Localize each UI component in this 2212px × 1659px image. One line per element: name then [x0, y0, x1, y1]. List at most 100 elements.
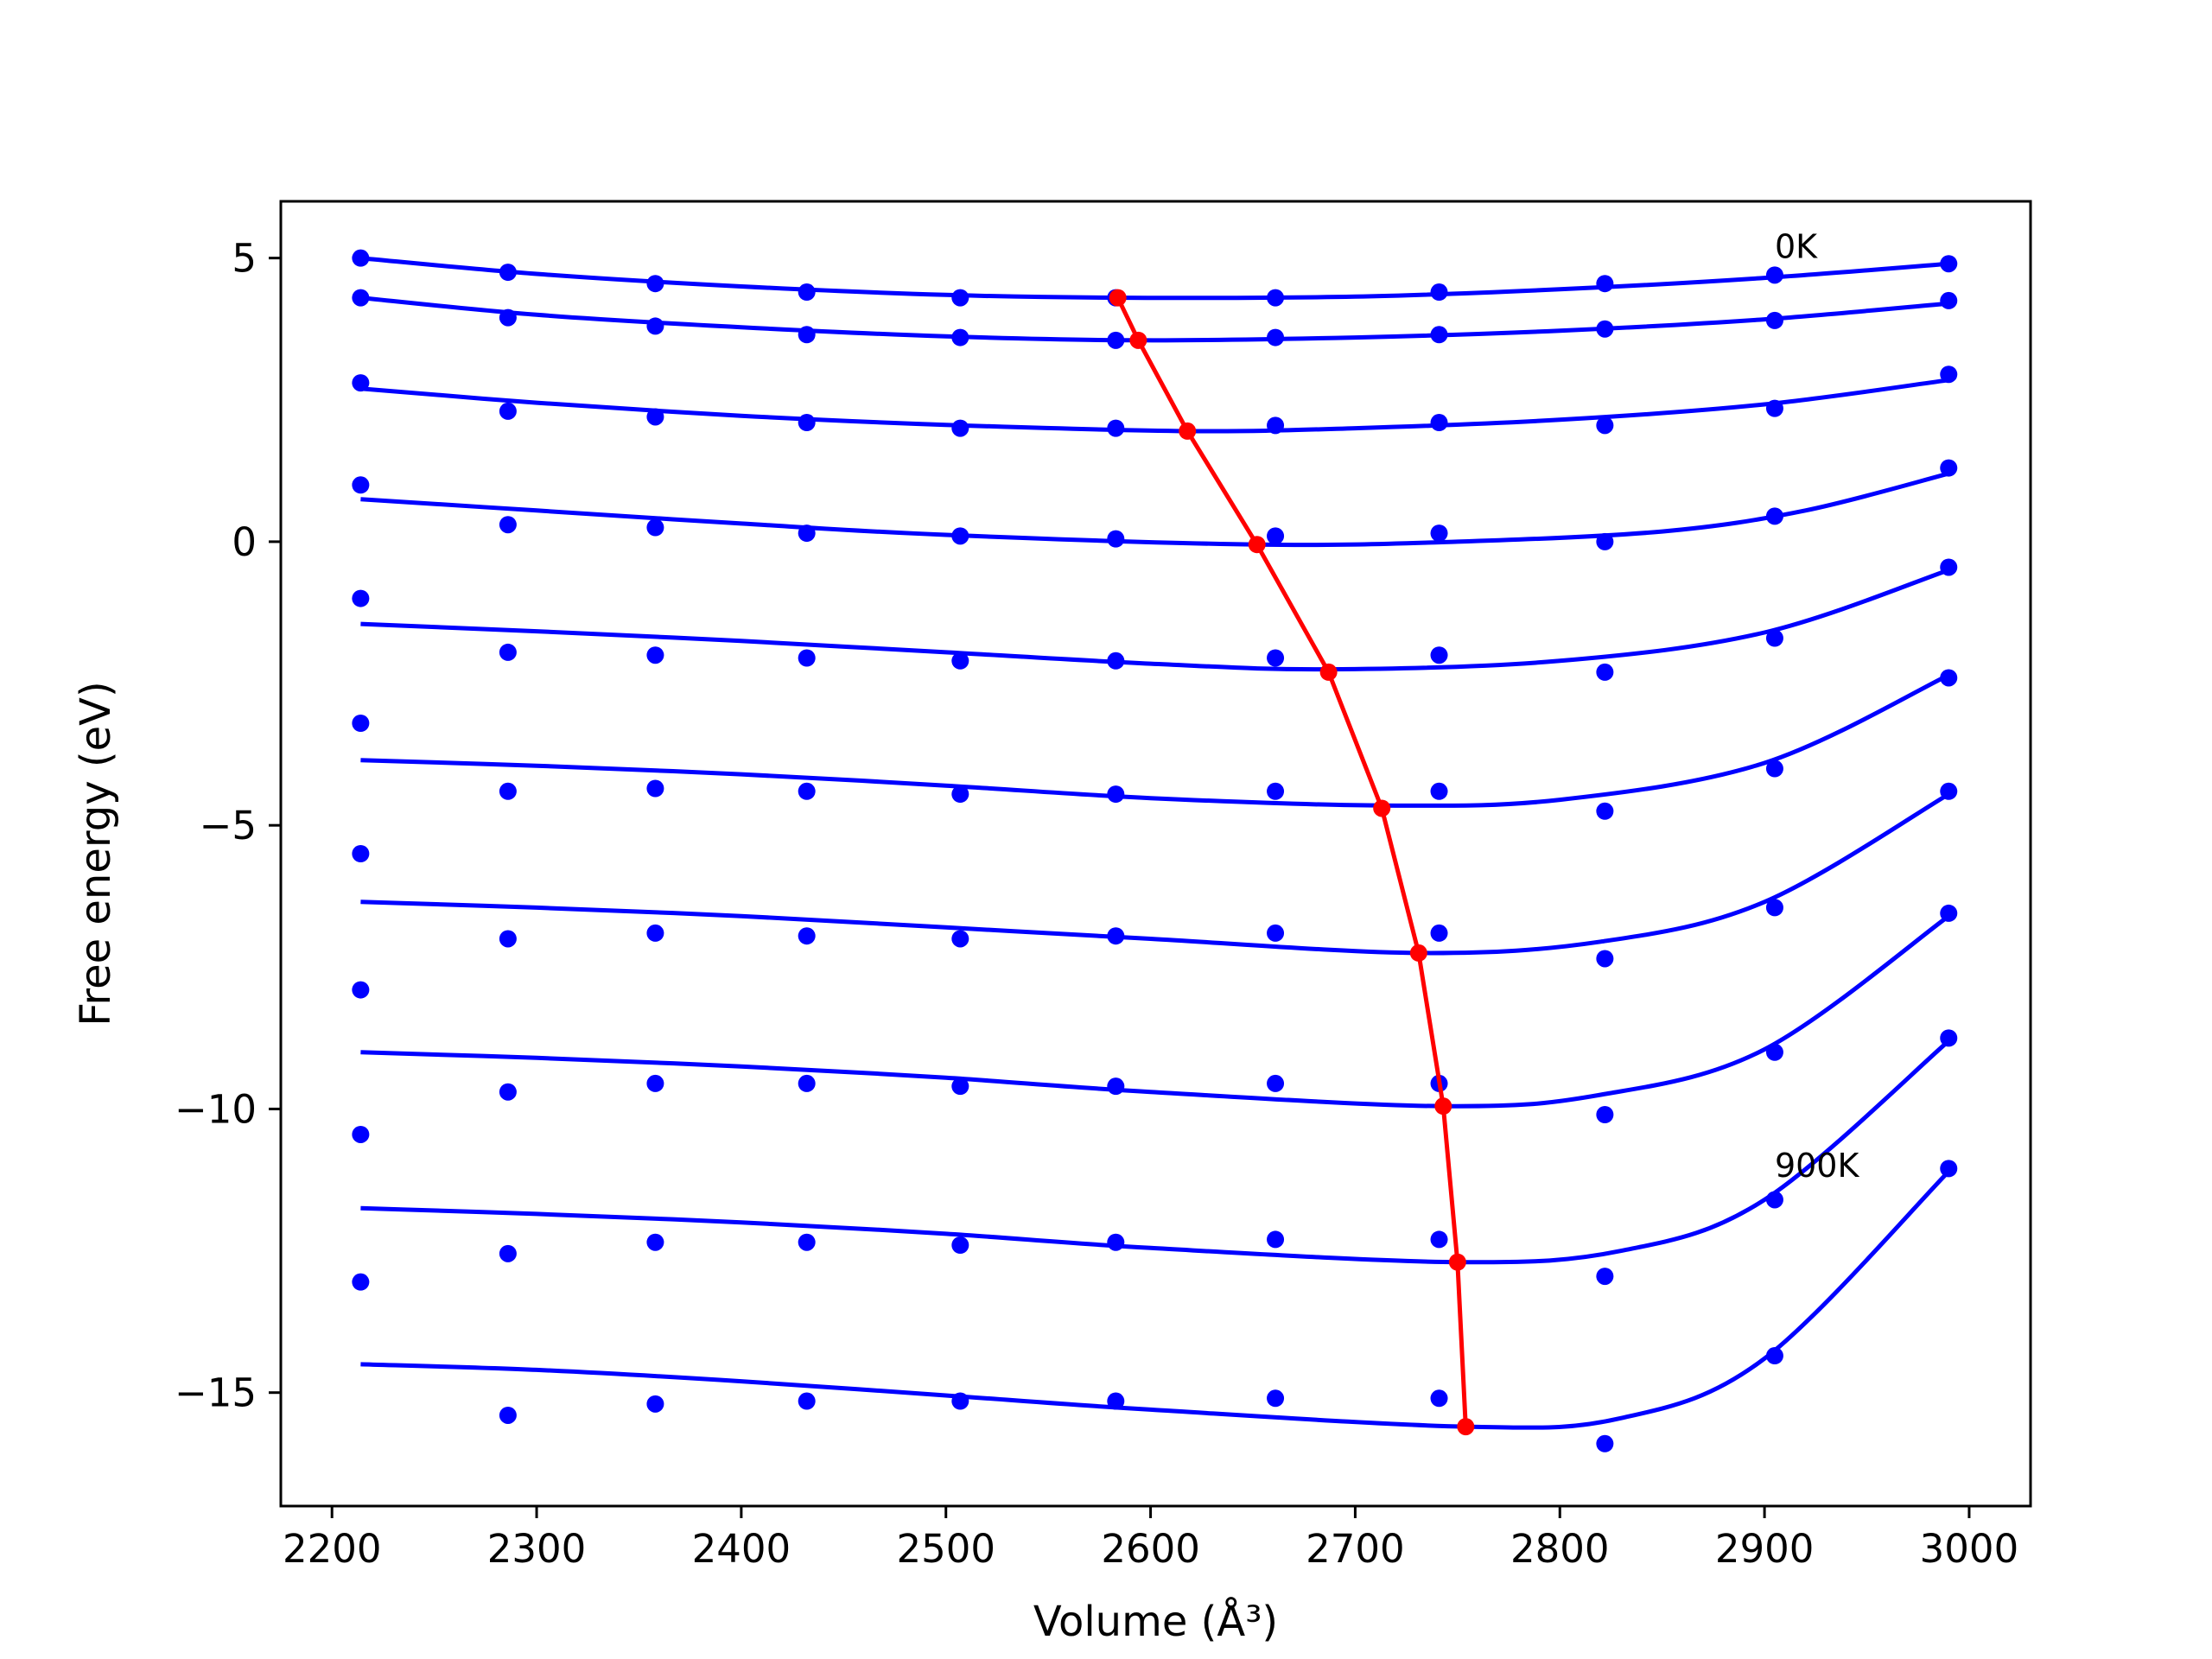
- data-point: [1107, 530, 1125, 548]
- data-point: [1596, 416, 1614, 435]
- data-point: [646, 924, 664, 942]
- data-point: [1430, 1389, 1448, 1408]
- data-point: [1430, 782, 1448, 800]
- data-point: [352, 715, 370, 732]
- data-point: [646, 779, 664, 798]
- fit-curve: [360, 471, 1949, 548]
- x-tick-label: 2200: [283, 1526, 382, 1572]
- annotations: 0K 900K: [1775, 228, 1860, 1185]
- data-point: [646, 646, 664, 664]
- y-tick-label: −10: [175, 1086, 257, 1132]
- data-point: [1107, 927, 1125, 945]
- x-tick-label: 2700: [1306, 1526, 1405, 1572]
- data-point: [1940, 669, 1958, 687]
- data-point: [1765, 629, 1783, 647]
- data-point: [1430, 524, 1448, 543]
- data-point: [499, 264, 517, 282]
- data-point: [1765, 1191, 1783, 1209]
- data-point: [1107, 652, 1125, 670]
- data-point: [1596, 663, 1614, 681]
- data-point: [1430, 414, 1448, 432]
- data-point: [798, 1392, 816, 1410]
- data-point: [1267, 1230, 1285, 1249]
- data-point: [646, 317, 664, 335]
- data-point: [1267, 1074, 1285, 1092]
- data-point: [646, 1395, 664, 1413]
- data-point: [1267, 924, 1285, 942]
- fit-curve: [360, 672, 1950, 808]
- minimum-point: [1179, 422, 1197, 440]
- x-axis: 2200 2300 2400 2500 2600 2700 2800 2900 3000: [283, 1506, 2018, 1572]
- y-axis-label: Free energy (eV): [72, 681, 120, 1026]
- x-tick-label: 2600: [1101, 1526, 1200, 1572]
- data-point: [1765, 311, 1783, 329]
- temperature-annotation: 900K: [1775, 1147, 1860, 1185]
- x-tick-label: 2500: [896, 1526, 995, 1572]
- temperature-annotation: 0K: [1775, 228, 1818, 266]
- minimum-point: [1448, 1253, 1466, 1271]
- data-point: [1267, 1389, 1285, 1408]
- data-point: [798, 782, 816, 800]
- data-point: [1267, 328, 1285, 346]
- data-point: [352, 589, 370, 607]
- data-point: [499, 1083, 517, 1101]
- data-point: [1107, 419, 1125, 437]
- isotherm-series-5: [352, 669, 1958, 820]
- data-point: [798, 524, 816, 543]
- data-point: [1765, 1043, 1783, 1061]
- isotherm-series-3: [352, 459, 1958, 550]
- isotherm-series-9: [352, 1160, 1958, 1452]
- data-point: [1430, 283, 1448, 302]
- data-point: [1596, 532, 1614, 550]
- data-point: [1267, 649, 1285, 667]
- data-point: [1765, 399, 1783, 417]
- data-point: [1267, 782, 1285, 800]
- minimum-point: [1129, 331, 1147, 349]
- minima-line: [1116, 296, 1468, 1427]
- data-point: [1765, 266, 1783, 284]
- data-point: [1940, 291, 1958, 309]
- data-point: [1107, 1233, 1125, 1251]
- x-tick-label: 3000: [1920, 1526, 2019, 1572]
- y-axis: 5 0 −5 −10 −15: [175, 236, 281, 1416]
- data-point: [1267, 416, 1285, 435]
- data-point: [951, 527, 969, 545]
- isotherm-series-0: [352, 249, 1958, 307]
- data-point: [951, 930, 969, 948]
- data-point: [646, 518, 664, 537]
- data-point: [499, 516, 517, 534]
- data-point: [951, 1077, 969, 1096]
- y-tick-label: −5: [200, 803, 257, 849]
- x-tick-label: 2300: [487, 1526, 587, 1572]
- data-point: [1940, 459, 1958, 477]
- plot-marks: [352, 249, 1958, 1452]
- minimum-point: [1373, 799, 1391, 817]
- data-point: [1596, 802, 1614, 820]
- data-point: [798, 649, 816, 667]
- data-point: [1596, 320, 1614, 338]
- y-tick-label: 0: [232, 519, 257, 565]
- data-point: [1107, 1077, 1125, 1096]
- data-point: [1596, 1268, 1614, 1286]
- x-axis-label: Volume (Å³): [1033, 1597, 1278, 1646]
- data-point: [951, 1392, 969, 1410]
- data-point: [352, 476, 370, 494]
- data-point: [1430, 924, 1448, 942]
- x-tick-label: 2900: [1715, 1526, 1815, 1572]
- data-point: [1940, 782, 1958, 800]
- data-point: [951, 289, 969, 307]
- data-point: [1940, 255, 1958, 273]
- data-point: [1765, 507, 1783, 525]
- data-point: [951, 328, 969, 346]
- data-point: [1430, 1230, 1448, 1249]
- data-point: [352, 249, 370, 267]
- data-point: [352, 374, 370, 392]
- data-point: [499, 930, 517, 948]
- data-point: [499, 643, 517, 661]
- data-point: [1107, 331, 1125, 349]
- isotherm-series-7: [352, 904, 1958, 1123]
- data-point: [951, 785, 969, 804]
- data-point: [798, 414, 816, 432]
